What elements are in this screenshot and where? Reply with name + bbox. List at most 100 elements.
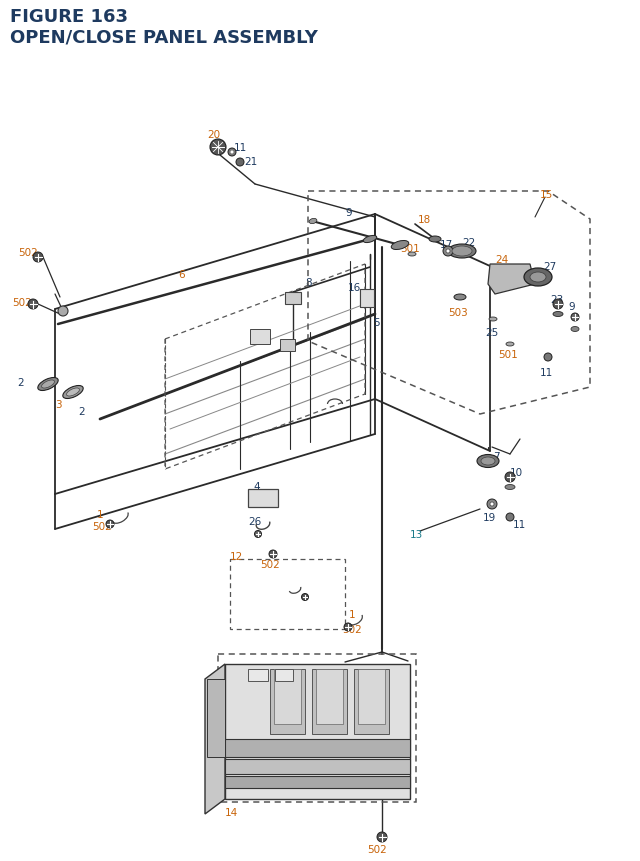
Text: 19: 19	[483, 512, 496, 523]
Text: 502: 502	[260, 560, 280, 569]
Circle shape	[28, 300, 38, 310]
Text: 26: 26	[248, 517, 261, 526]
Bar	[218, 654, 416, 802]
Text: 12: 12	[230, 551, 243, 561]
Bar	[225, 776, 410, 788]
Circle shape	[553, 300, 563, 310]
Ellipse shape	[481, 457, 495, 466]
Text: 6: 6	[178, 269, 184, 280]
Ellipse shape	[505, 485, 515, 490]
Text: 18: 18	[418, 214, 431, 225]
FancyBboxPatch shape	[250, 330, 270, 344]
FancyBboxPatch shape	[248, 489, 278, 507]
Ellipse shape	[454, 294, 466, 300]
Ellipse shape	[408, 253, 416, 257]
Text: 21: 21	[244, 157, 257, 167]
Text: 502: 502	[367, 844, 387, 854]
Circle shape	[571, 313, 579, 322]
Ellipse shape	[42, 381, 54, 388]
Ellipse shape	[391, 241, 409, 251]
Circle shape	[544, 354, 552, 362]
Text: OPEN/CLOSE PANEL ASSEMBLY: OPEN/CLOSE PANEL ASSEMBLY	[10, 28, 318, 46]
Circle shape	[210, 139, 226, 156]
Text: 17: 17	[440, 239, 453, 250]
Circle shape	[255, 531, 262, 538]
Text: 9: 9	[568, 301, 575, 312]
Text: 9: 9	[345, 208, 351, 218]
Circle shape	[506, 513, 514, 522]
Circle shape	[230, 152, 234, 154]
Circle shape	[106, 520, 114, 529]
Ellipse shape	[506, 343, 514, 347]
Text: 501: 501	[400, 244, 420, 254]
Text: 13: 13	[410, 530, 423, 539]
Ellipse shape	[571, 327, 579, 332]
Text: 14: 14	[225, 807, 238, 817]
Circle shape	[487, 499, 497, 510]
Bar	[274, 669, 301, 724]
FancyBboxPatch shape	[285, 293, 301, 305]
Text: 3: 3	[55, 400, 61, 410]
Text: 502: 502	[92, 522, 112, 531]
Text: 503: 503	[448, 307, 468, 318]
Ellipse shape	[429, 237, 441, 243]
Text: 4: 4	[253, 481, 260, 492]
Ellipse shape	[452, 247, 472, 257]
Circle shape	[228, 149, 236, 157]
Ellipse shape	[63, 386, 83, 399]
Bar	[225, 739, 410, 757]
Text: 2: 2	[78, 406, 84, 417]
Bar	[358, 669, 385, 724]
Text: 22: 22	[462, 238, 476, 248]
Circle shape	[236, 158, 244, 167]
Ellipse shape	[448, 245, 476, 258]
Text: 25: 25	[485, 328, 499, 338]
Text: 23: 23	[550, 294, 563, 305]
Text: 1: 1	[97, 510, 104, 519]
Circle shape	[344, 623, 352, 631]
Bar	[312, 669, 347, 734]
Text: 27: 27	[543, 262, 556, 272]
Ellipse shape	[524, 269, 552, 287]
Ellipse shape	[553, 313, 563, 317]
Text: 2: 2	[17, 378, 24, 387]
Circle shape	[443, 247, 453, 257]
Circle shape	[301, 594, 308, 601]
Ellipse shape	[530, 273, 546, 282]
Circle shape	[505, 473, 515, 482]
Text: 7: 7	[493, 451, 500, 461]
Bar	[275, 669, 293, 681]
FancyBboxPatch shape	[280, 339, 295, 351]
Text: 15: 15	[540, 189, 553, 200]
Bar	[270, 669, 305, 734]
Circle shape	[58, 307, 68, 317]
Text: 1: 1	[349, 610, 356, 619]
Ellipse shape	[364, 236, 377, 244]
Text: 502: 502	[18, 248, 38, 257]
Ellipse shape	[489, 318, 497, 322]
Text: 11: 11	[513, 519, 526, 530]
Bar	[225, 664, 410, 799]
FancyBboxPatch shape	[360, 289, 374, 307]
Text: 502: 502	[342, 624, 362, 635]
Ellipse shape	[67, 388, 79, 397]
Circle shape	[377, 832, 387, 842]
Text: 16: 16	[348, 282, 361, 293]
Bar	[354, 669, 389, 734]
Text: 502: 502	[12, 298, 32, 307]
Text: 24: 24	[495, 255, 508, 264]
Bar	[230, 560, 345, 629]
Text: 11: 11	[234, 143, 247, 152]
Text: 11: 11	[540, 368, 553, 378]
Bar	[248, 669, 268, 681]
Bar	[207, 679, 225, 757]
Circle shape	[269, 550, 277, 558]
Bar	[225, 759, 410, 774]
Text: 10: 10	[510, 468, 523, 478]
Circle shape	[446, 250, 450, 254]
Circle shape	[490, 503, 494, 506]
Ellipse shape	[38, 378, 58, 391]
Text: 20: 20	[207, 130, 220, 139]
Ellipse shape	[477, 455, 499, 468]
Polygon shape	[205, 664, 225, 814]
